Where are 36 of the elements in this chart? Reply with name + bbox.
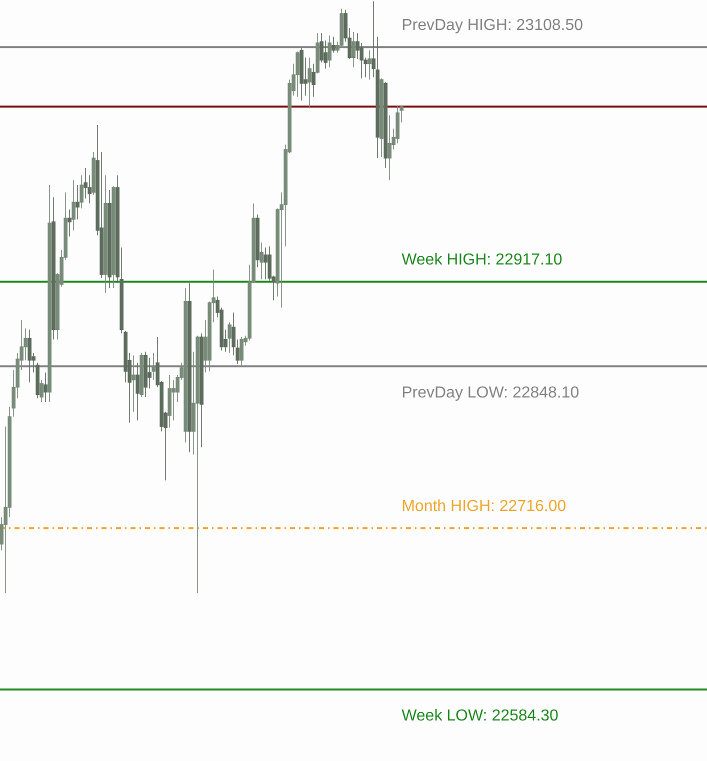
- candlestick: [144, 351, 148, 398]
- candlestick: [40, 379, 44, 402]
- candlestick: [260, 242, 264, 280]
- candlestick: [264, 247, 268, 280]
- candlestick: [188, 282, 192, 453]
- candlestick: [312, 63, 316, 98]
- candlestick: [112, 186, 116, 288]
- candlestick: [108, 190, 112, 288]
- candlestick: [200, 332, 204, 448]
- candlestick: [228, 322, 232, 354]
- candlestick: [68, 209, 72, 237]
- ref-line-label: PrevDay HIGH: 23108.50: [402, 17, 584, 34]
- candlestick: [28, 329, 32, 383]
- candlestick: [368, 50, 372, 80]
- candlestick: [308, 57, 312, 108]
- candlestick: [80, 174, 84, 209]
- candlestick: [104, 174, 108, 294]
- candlestick: [296, 51, 300, 98]
- candlestick: [52, 196, 56, 340]
- candlestick: [92, 152, 96, 196]
- candlestick: [388, 114, 392, 181]
- candlestick: [136, 362, 140, 421]
- ref-line-label: Week HIGH: 22917.10: [402, 252, 562, 269]
- candlestick: [300, 47, 304, 101]
- candlestick: [72, 180, 76, 231]
- candlestick: [256, 214, 260, 268]
- ref-line-label: PrevDay LOW: 22848.10: [402, 384, 580, 402]
- candlestick: [380, 78, 384, 158]
- candlestick: [332, 36, 336, 54]
- candlestick: [168, 374, 172, 428]
- candlestick: [44, 372, 48, 402]
- ref-line-label: Month HIGH: 22716.00: [402, 498, 566, 516]
- candlestick: [352, 31, 356, 68]
- candlestick: [76, 184, 80, 220]
- ref-line-label: Week LOW: 22584.30: [402, 708, 559, 725]
- candlestick: [384, 82, 388, 168]
